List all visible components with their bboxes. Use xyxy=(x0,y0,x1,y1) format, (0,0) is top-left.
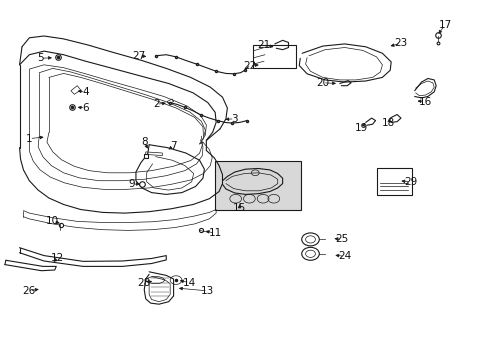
Text: 4: 4 xyxy=(82,87,89,97)
Text: 1: 1 xyxy=(26,134,33,144)
Text: 3: 3 xyxy=(231,114,238,124)
Text: 24: 24 xyxy=(337,251,351,261)
Bar xyxy=(376,168,411,195)
Text: 19: 19 xyxy=(354,123,368,133)
Text: 26: 26 xyxy=(22,286,36,296)
Text: 10: 10 xyxy=(46,216,59,226)
Bar xyxy=(253,45,296,68)
Text: 27: 27 xyxy=(132,51,146,61)
Text: 12: 12 xyxy=(51,253,64,264)
Text: 28: 28 xyxy=(137,278,151,288)
Text: 14: 14 xyxy=(183,278,196,288)
Text: 25: 25 xyxy=(335,234,348,244)
Bar xyxy=(215,161,300,210)
Text: 23: 23 xyxy=(393,38,407,48)
Text: 29: 29 xyxy=(403,177,417,187)
Text: 13: 13 xyxy=(201,286,214,296)
Text: 8: 8 xyxy=(141,137,147,147)
Text: 15: 15 xyxy=(232,203,246,213)
Text: 18: 18 xyxy=(381,118,395,128)
Text: 5: 5 xyxy=(37,53,44,63)
Text: 9: 9 xyxy=(128,179,135,189)
Text: 6: 6 xyxy=(82,103,89,113)
Text: 20: 20 xyxy=(316,78,328,88)
Text: 22: 22 xyxy=(242,60,256,71)
Text: 21: 21 xyxy=(257,40,270,50)
Text: 16: 16 xyxy=(418,96,431,107)
Text: 11: 11 xyxy=(208,228,222,238)
Text: 7: 7 xyxy=(170,141,177,151)
Text: 2: 2 xyxy=(153,99,160,109)
Text: 17: 17 xyxy=(437,20,451,30)
